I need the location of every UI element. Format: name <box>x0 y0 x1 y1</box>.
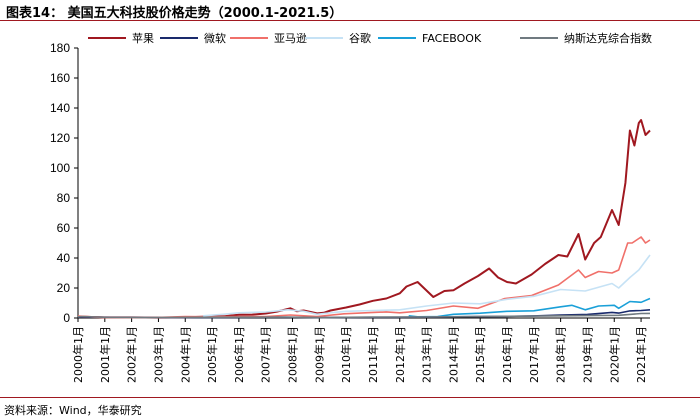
x-tick-label: 2014年1月 <box>446 326 460 383</box>
x-tick-label: 2010年1月 <box>339 326 353 383</box>
y-tick-label: 0 <box>63 311 70 325</box>
legend-label-amazon: 亚马逊 <box>274 32 307 45</box>
x-tick-label: 2019年1月 <box>580 326 594 383</box>
legend-label-apple: 苹果 <box>132 31 154 45</box>
x-tick-label: 2002年1月 <box>125 326 139 383</box>
x-tick-label: 2001年1月 <box>98 326 112 383</box>
y-tick-label: 140 <box>50 101 70 115</box>
x-tick-label: 2011年1月 <box>366 326 380 383</box>
x-tick-label: 2012年1月 <box>393 326 407 383</box>
y-tick-label: 40 <box>57 251 71 265</box>
axes: 0 20 40 60 80 100 120 140 160 180 2000年1月 2001年1月 20… <box>50 41 650 383</box>
line-chart: 苹果 微软 亚马逊 谷歌 FACEBOOK 纳斯达克综合指数 0 20 40 60 80 100 12… <box>50 31 652 383</box>
x-tick-label: 2017年1月 <box>527 326 541 383</box>
legend-label-google: 谷歌 <box>349 31 371 45</box>
x-tick-label: 2015年1月 <box>473 326 487 383</box>
chart-title: 图表14： 美国五大科技股价格走势（2000.1-2021.5） <box>6 6 343 21</box>
x-tick-label: 2006年1月 <box>232 326 246 383</box>
x-tick-label: 2004年1月 <box>178 326 192 383</box>
series-line-facebook <box>408 297 651 318</box>
legend-label-nasdaq: 纳斯达克综合指数 <box>564 31 652 45</box>
source-note: 资料来源：Wind，华泰研究 <box>4 404 142 417</box>
series-line-apple <box>77 119 651 319</box>
series-line-nasdaq <box>77 312 651 319</box>
series-lines <box>77 119 651 319</box>
y-tick-label: 160 <box>50 71 70 85</box>
y-tick-label: 120 <box>50 131 70 145</box>
x-tick-label: 2020年1月 <box>607 326 621 383</box>
x-tick-label: 2007年1月 <box>259 326 273 383</box>
title-bar: 图表14： 美国五大科技股价格走势（2000.1-2021.5） <box>0 0 700 21</box>
legend-label-facebook: FACEBOOK <box>422 32 482 45</box>
x-tick-label: 2000年1月 <box>71 326 85 383</box>
y-tick-label: 20 <box>57 281 71 295</box>
y-tick-label: 180 <box>50 41 70 55</box>
footer-divider <box>0 397 700 398</box>
y-tick-label: 100 <box>50 161 70 175</box>
x-tick-label: 2018年1月 <box>554 326 568 383</box>
x-tick-label: 2005年1月 <box>205 326 219 383</box>
x-tick-label: 2009年1月 <box>312 326 326 383</box>
y-tick-label: 80 <box>57 191 71 205</box>
x-tick-label: 2021年1月 <box>634 326 648 383</box>
legend-label-microsoft: 微软 <box>204 31 226 45</box>
x-tick-label: 2016年1月 <box>500 326 514 383</box>
series-line-google <box>203 254 651 317</box>
legend: 苹果 微软 亚马逊 谷歌 FACEBOOK 纳斯达克综合指数 <box>88 31 652 45</box>
y-tick-label: 60 <box>57 221 71 235</box>
x-tick-label: 2003年1月 <box>151 326 165 383</box>
x-tick-label: 2013年1月 <box>420 326 434 383</box>
x-tick-label: 2008年1月 <box>286 326 300 383</box>
